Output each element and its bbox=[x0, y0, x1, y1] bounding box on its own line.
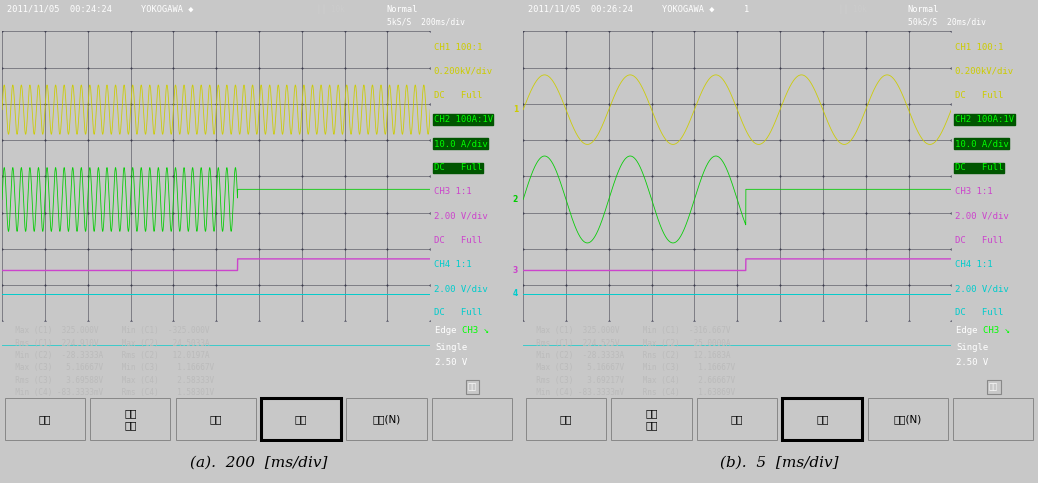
Text: Single: Single bbox=[956, 343, 988, 352]
Text: Normal: Normal bbox=[907, 5, 939, 14]
Text: 모드: 모드 bbox=[989, 383, 999, 392]
Text: DC   Full: DC Full bbox=[955, 163, 1003, 172]
Text: CH3 1:1: CH3 1:1 bbox=[955, 187, 992, 197]
Text: DC   Full: DC Full bbox=[955, 308, 1003, 317]
Text: Min (C2)  -28.3333A    Rms (C2)   12.0197A: Min (C2) -28.3333A Rms (C2) 12.0197A bbox=[6, 351, 210, 360]
Text: Rms (C1)  224.525V     Max (C2)   25.0000A: Rms (C1) 224.525V Max (C2) 25.0000A bbox=[527, 339, 731, 348]
Text: DC   Full: DC Full bbox=[434, 91, 482, 100]
Text: CH2 100A:1V: CH2 100A:1V bbox=[955, 115, 1014, 124]
Text: Rms (C1)  224.910V     Max (C2)   24.5033A: Rms (C1) 224.910V Max (C2) 24.5033A bbox=[6, 339, 210, 348]
Text: 0.200kV/div: 0.200kV/div bbox=[955, 67, 1014, 76]
Text: ║║ 10k: ║║ 10k bbox=[839, 4, 867, 14]
Text: DC   Full: DC Full bbox=[434, 236, 482, 245]
Text: ║║ 10k: ║║ 10k bbox=[318, 4, 346, 14]
Text: 노말: 노말 bbox=[731, 414, 743, 424]
Text: Rms (C3)   3.69217V    Max (C4)    2.66667V: Rms (C3) 3.69217V Max (C4) 2.66667V bbox=[527, 376, 736, 385]
Text: 2011/11/05  00:24:24: 2011/11/05 00:24:24 bbox=[7, 5, 112, 14]
Text: 5kS/S  200ms/div: 5kS/S 200ms/div bbox=[386, 18, 465, 27]
Text: Max (C1)  325.000V     Min (C1)  -325.000V: Max (C1) 325.000V Min (C1) -325.000V bbox=[6, 326, 210, 335]
Text: 싱글: 싱글 bbox=[816, 414, 828, 424]
Text: CH1 100:1: CH1 100:1 bbox=[955, 43, 1003, 52]
Text: 모드: 모드 bbox=[468, 383, 477, 392]
Text: 2.00 V/div: 2.00 V/div bbox=[955, 284, 1009, 293]
Text: CH3 ↘: CH3 ↘ bbox=[462, 326, 489, 335]
Text: 자동: 자동 bbox=[38, 414, 51, 424]
Text: Normal: Normal bbox=[386, 5, 418, 14]
Text: 2.50 V: 2.50 V bbox=[956, 358, 988, 367]
Text: 싱글: 싱글 bbox=[295, 414, 307, 424]
Text: 노말: 노말 bbox=[210, 414, 222, 424]
Text: DC   Full: DC Full bbox=[955, 91, 1003, 100]
Text: Edge: Edge bbox=[956, 326, 983, 335]
Text: 2.00 V/div: 2.00 V/div bbox=[434, 212, 488, 221]
Text: 싱글(N): 싱글(N) bbox=[373, 414, 401, 424]
Text: Min (C2)  -28.3333A    Rns (C2)   12.1683A: Min (C2) -28.3333A Rns (C2) 12.1683A bbox=[527, 351, 731, 360]
Text: DC   Full: DC Full bbox=[434, 308, 482, 317]
Text: CH1 100:1: CH1 100:1 bbox=[434, 43, 482, 52]
Text: 2: 2 bbox=[513, 195, 518, 204]
Text: 4: 4 bbox=[513, 289, 518, 298]
Text: 싱글(N): 싱글(N) bbox=[894, 414, 922, 424]
Text: Max (C3)   5.16667V    Min (C3)    1.16667V: Max (C3) 5.16667V Min (C3) 1.16667V bbox=[527, 364, 736, 372]
Text: CH4 1:1: CH4 1:1 bbox=[955, 260, 992, 269]
Text: 1: 1 bbox=[743, 5, 748, 14]
Text: Max (C3)   5.16667V    Min (C3)    1.16667V: Max (C3) 5.16667V Min (C3) 1.16667V bbox=[6, 364, 215, 372]
Text: DC   Full: DC Full bbox=[434, 163, 482, 172]
Text: CH3 1:1: CH3 1:1 bbox=[434, 187, 471, 197]
Text: 1: 1 bbox=[513, 105, 518, 114]
Text: 2.50 V: 2.50 V bbox=[435, 358, 467, 367]
Text: YOKOGAWA ◆: YOKOGAWA ◆ bbox=[140, 5, 193, 14]
Text: CH3 ↘: CH3 ↘ bbox=[983, 326, 1010, 335]
Text: CH2 100A:1V: CH2 100A:1V bbox=[434, 115, 493, 124]
Text: 2.00 V/div: 2.00 V/div bbox=[955, 212, 1009, 221]
Text: Min (C4) -83.3333mV    Rms (C4)    1.58301V: Min (C4) -83.3333mV Rms (C4) 1.58301V bbox=[6, 388, 215, 398]
Text: Min (C4) -83.3333mV    Rns (C4)    1.63869V: Min (C4) -83.3333mV Rns (C4) 1.63869V bbox=[527, 388, 736, 398]
Text: 2011/11/05  00:26:24: 2011/11/05 00:26:24 bbox=[528, 5, 633, 14]
Text: 2.00 V/div: 2.00 V/div bbox=[434, 284, 488, 293]
Text: 자동
레벨: 자동 레벨 bbox=[124, 408, 137, 430]
Text: CH4 1:1: CH4 1:1 bbox=[434, 260, 471, 269]
Text: 50kS/S  20ms/div: 50kS/S 20ms/div bbox=[907, 18, 986, 27]
Text: Rms (C3)   3.69588V    Max (C4)    2.58333V: Rms (C3) 3.69588V Max (C4) 2.58333V bbox=[6, 376, 215, 385]
Text: DC   Full: DC Full bbox=[955, 236, 1003, 245]
Text: 10.0 A/div: 10.0 A/div bbox=[434, 139, 488, 148]
Text: YOKOGAWA ◆: YOKOGAWA ◆ bbox=[661, 5, 714, 14]
Text: Max (C1)  325.000V     Min (C1)  -316.667V: Max (C1) 325.000V Min (C1) -316.667V bbox=[527, 326, 731, 335]
Text: Single: Single bbox=[435, 343, 467, 352]
Text: 10.0 A/div: 10.0 A/div bbox=[955, 139, 1009, 148]
Text: (b).  5  [ms/div]: (b). 5 [ms/div] bbox=[720, 455, 839, 469]
Text: 자동: 자동 bbox=[559, 414, 572, 424]
Text: 0.200kV/div: 0.200kV/div bbox=[434, 67, 493, 76]
Text: (a).  200  [ms/div]: (a). 200 [ms/div] bbox=[190, 455, 327, 469]
Text: Edge: Edge bbox=[435, 326, 462, 335]
Text: 자동
레벨: 자동 레벨 bbox=[645, 408, 658, 430]
Text: 3: 3 bbox=[513, 266, 518, 275]
